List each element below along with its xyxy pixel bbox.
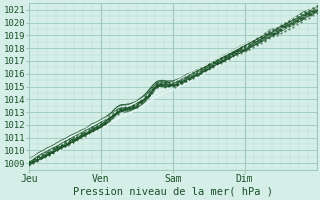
X-axis label: Pression niveau de la mer( hPa ): Pression niveau de la mer( hPa ) bbox=[73, 187, 273, 197]
